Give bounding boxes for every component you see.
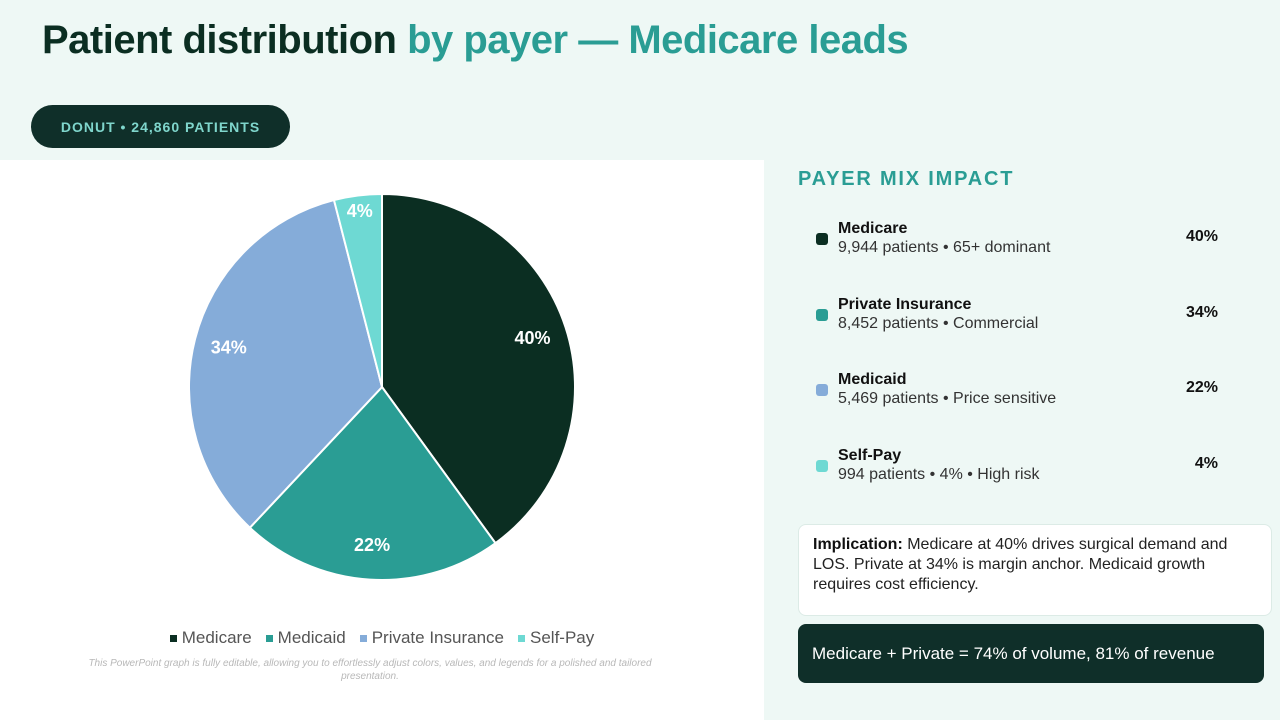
legend-item-self-pay: Self-Pay [518, 628, 594, 648]
title-accent: by payer — Medicare leads [407, 18, 909, 62]
legend-item-medicare: Medicare [169, 628, 252, 648]
payer-name: Private Insurance [838, 296, 972, 313]
payer-row-self-pay: Self-Pay 994 patients • 4% • High risk 4% [816, 447, 1226, 489]
pie-slice-medicare [381, 192, 576, 545]
pie-label-medicaid: 22% [354, 535, 390, 555]
pie-label-self-pay: 4% [347, 201, 373, 221]
legend-label: Private Insurance [371, 628, 504, 647]
chart-legend: Medicare Medicaid Private Insurance Self-Pa… [0, 628, 764, 648]
legend-swatch [518, 634, 525, 642]
payer-percent: 34% [1185, 304, 1218, 321]
pie-slice-private-insurance [188, 198, 384, 530]
payer-swatch [816, 384, 828, 396]
footnote: This PowerPoint graph is fully editable,… [88, 658, 652, 682]
implication-label: Implication: [813, 536, 903, 553]
legend-item-medicaid: Medicaid [265, 628, 346, 648]
payer-row-medicaid: Medicaid 5,469 patients • Price sensitive… [816, 371, 1226, 413]
payer-row-private-insurance: Private Insurance 8,452 patients • Commer… [816, 296, 1226, 338]
legend-swatch [265, 634, 273, 642]
legend-label: Medicare [181, 628, 252, 647]
payer-detail: 9,944 patients • 65+ dominant [838, 239, 1051, 256]
pie-slice-medicaid [248, 385, 497, 581]
payer-swatch [816, 309, 828, 321]
title-primary: Patient distribution [42, 18, 397, 62]
pie-slice-self-pay [332, 192, 383, 388]
chart-panel: 40% 22% 34% 4% Medicare Medicaid Private Insu… [0, 160, 764, 720]
pie-chart: 40% 22% 34% 4% [188, 192, 576, 581]
payer-name: Medicare [838, 220, 908, 237]
legend-swatch [359, 634, 367, 642]
payer-detail: 5,469 patients • Price sensitive [838, 390, 1057, 407]
payer-detail: 994 patients • 4% • High risk [838, 466, 1040, 483]
summary-banner: Medicare + Private = 74% of volume, 81% … [798, 624, 1264, 683]
pie-label-medicare: 40% [514, 328, 550, 348]
payer-name: Self-Pay [838, 447, 902, 464]
payer-detail: 8,452 patients • Commercial [838, 315, 1039, 332]
legend-label: Medicaid [277, 628, 346, 647]
payer-name: Medicaid [838, 371, 907, 388]
legend-label: Self-Pay [530, 628, 595, 647]
payer-percent: 4% [1194, 455, 1218, 472]
legend-swatch [169, 634, 177, 642]
payer-row-medicare: Medicare 9,944 patients • 65+ dominant 40% [816, 220, 1226, 262]
legend-item-private-insurance: Private Insurance [359, 628, 504, 648]
payer-swatch [816, 460, 828, 472]
page-title: Patient distribution by payer — Medicare… [42, 18, 909, 63]
side-panel-title: PAYER MIX IMPACT [798, 168, 1015, 190]
implication-box: Implication: Medicare at 40% drives surg… [798, 524, 1272, 616]
payer-swatch [816, 233, 828, 245]
payer-percent: 22% [1185, 379, 1218, 396]
implication-text: Medicare at 40% drives surgical demand a… [813, 536, 1228, 593]
pie-label-private-insurance: 34% [211, 338, 247, 358]
chart-type-badge: DONUT • 24,860 PATIENTS [31, 105, 290, 148]
payer-percent: 40% [1185, 228, 1218, 245]
